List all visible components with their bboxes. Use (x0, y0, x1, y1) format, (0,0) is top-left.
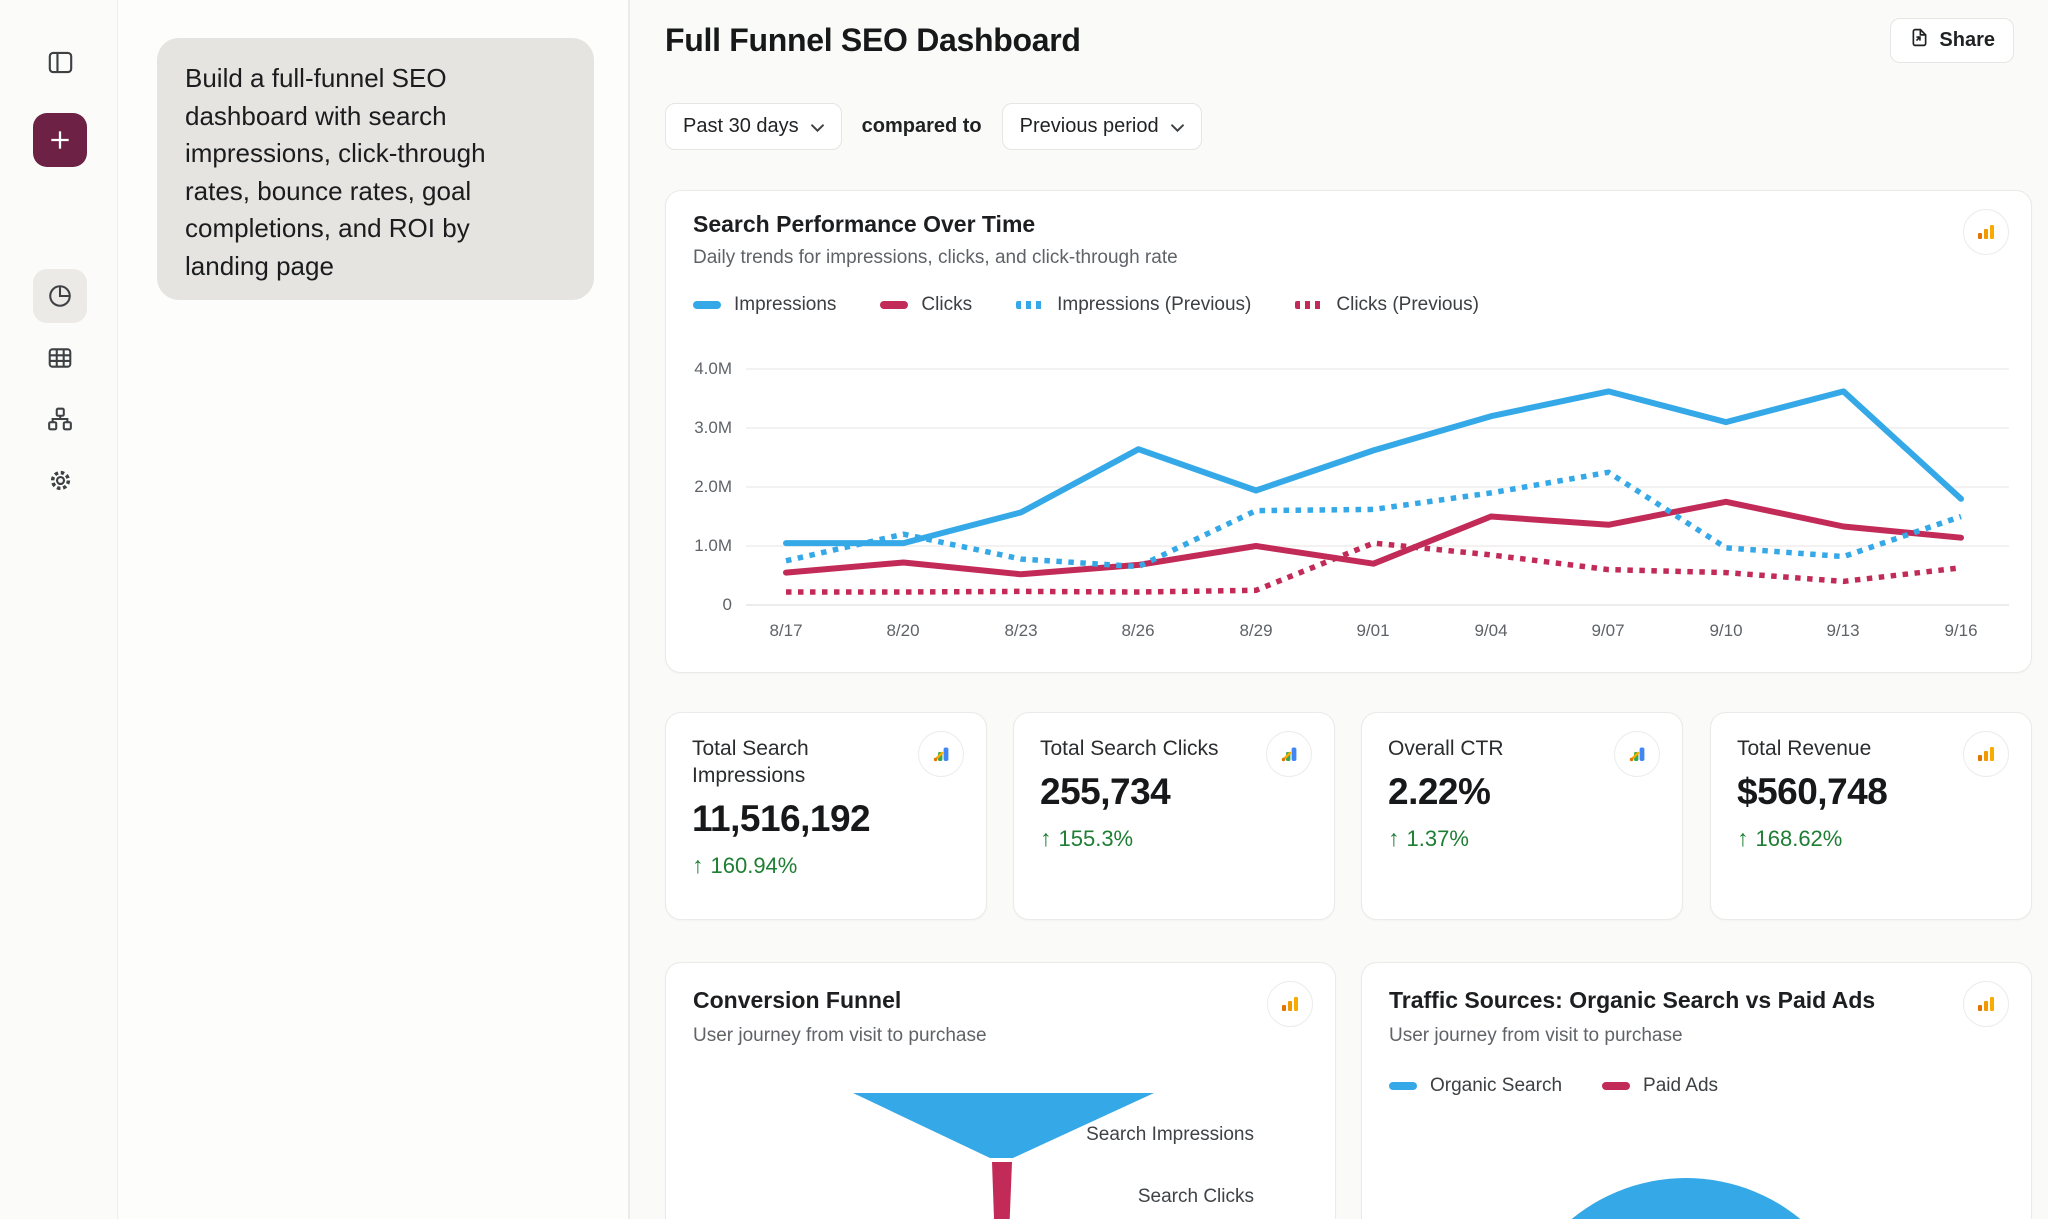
sitemap-nav-icon[interactable] (33, 392, 87, 446)
icon-rail (0, 0, 118, 1219)
x-tick: 9/10 (1709, 621, 1743, 640)
funnel-subtitle: User journey from visit to purchase (693, 1025, 987, 1046)
funnel-chart (853, 1093, 1154, 1219)
kpi-card-total-search-impressions: Total Search Impressions 11,516,192 ↑ 160… (665, 712, 987, 920)
x-tick: 8/23 (1004, 621, 1038, 640)
y-tick: 4.0M (694, 359, 732, 378)
kpi-title: Overall CTR (1388, 737, 1504, 760)
traffic-legend: Organic Search Paid Ads (1389, 1075, 1718, 1097)
kpi-value: 2.22% (1388, 771, 1491, 812)
up-arrow-icon: ↑ (1040, 825, 1052, 851)
kpi-delta: ↑ 1.37% (1388, 825, 1469, 851)
orange-bars-chart-icon (1963, 981, 2009, 1027)
compare-range-dropdown[interactable]: Previous period (1001, 103, 1202, 150)
user-prompt-bubble: Build a full-funnel SEO dashboard with s… (157, 38, 594, 300)
legend-paid-ads[interactable]: Paid Ads (1602, 1075, 1718, 1097)
legend-organic-search[interactable]: Organic Search (1389, 1075, 1562, 1097)
kpi-value: 11,516,192 (692, 798, 871, 839)
new-item-button[interactable] (33, 113, 87, 167)
x-tick: 9/13 (1826, 621, 1860, 640)
share-button[interactable]: Share (1890, 18, 2014, 63)
clicks-previous-swatch (1295, 301, 1324, 309)
legend-clicks[interactable]: Clicks (880, 294, 972, 316)
page-title: Full Funnel SEO Dashboard (665, 22, 1081, 58)
kpi-value: 255,734 (1040, 771, 1171, 812)
settings-gear-icon[interactable] (33, 453, 87, 507)
kpi-card-total-search-clicks: Total Search Clicks 255,734 ↑ 155.3% (1013, 712, 1335, 920)
kpi-card-total-revenue: Total Revenue $560,748 ↑ 168.62% (1710, 712, 2032, 920)
date-range-dropdown[interactable]: Past 30 days (665, 103, 842, 150)
chevron-down-icon (810, 115, 824, 138)
kpi-card-overall-ctr: Overall CTR 2.22% ↑ 1.37% (1361, 712, 1683, 920)
chart-legend: Impressions Clicks Impressions (Previous… (693, 294, 1479, 316)
x-tick: 8/17 (769, 621, 803, 640)
orange-bars-chart-icon (1963, 731, 2009, 777)
filter-bar: Past 30 days compared to Previous period (665, 103, 1202, 150)
x-tick: 9/01 (1356, 621, 1390, 640)
user-prompt-text: Build a full-funnel SEO dashboard with s… (185, 63, 486, 281)
funnel-stage-label: Search Clicks (1137, 1186, 1254, 1207)
funnel-stage-label: Search Impressions (1086, 1124, 1254, 1145)
organic-search-swatch (1389, 1082, 1417, 1090)
funnel-title: Conversion Funnel (693, 987, 902, 1013)
y-tick: 1.0M (694, 536, 732, 555)
chart-title: Search Performance Over Time (693, 211, 1036, 237)
traffic-title: Traffic Sources: Organic Search vs Paid … (1389, 987, 1876, 1013)
impressions-previous-swatch (1016, 301, 1045, 309)
x-tick: 9/04 (1474, 621, 1508, 640)
traffic-subtitle: User journey from visit to purchase (1389, 1025, 1683, 1046)
charts-nav-icon[interactable] (33, 269, 87, 323)
x-tick: 8/20 (886, 621, 920, 640)
paid-ads-swatch (1602, 1082, 1631, 1090)
orange-bars-chart-icon (1267, 981, 1313, 1027)
line-chart-plot (746, 368, 2009, 606)
panel-toggle-icon[interactable] (33, 35, 87, 89)
impressions-swatch (693, 301, 721, 309)
x-tick: 9/16 (1944, 621, 1978, 640)
kpi-delta: ↑ 160.94% (692, 852, 798, 878)
traffic-pie-chart (1571, 1178, 1801, 1219)
kpi-delta: ↑ 155.3% (1040, 825, 1134, 851)
legend-clicks-previous[interactable]: Clicks (Previous) (1295, 294, 1479, 316)
x-tick: 8/26 (1121, 621, 1155, 640)
conversion-funnel-card: Conversion Funnel User journey from visi… (665, 962, 1336, 1219)
kpi-delta: ↑ 168.62% (1737, 825, 1843, 851)
x-tick: 9/07 (1591, 621, 1625, 640)
up-arrow-icon: ↑ (1388, 825, 1400, 851)
dashboard-main: Full Funnel SEO Dashboard Share Past 30 … (630, 0, 2048, 1219)
chart-subtitle: Daily trends for impressions, clicks, an… (693, 247, 1178, 268)
up-arrow-icon: ↑ (692, 852, 704, 878)
y-tick: 2.0M (694, 477, 732, 496)
share-icon (1909, 27, 1930, 54)
traffic-sources-card: Traffic Sources: Organic Search vs Paid … (1361, 962, 2032, 1219)
multicolor-chart-icon (1266, 731, 1312, 777)
multicolor-chart-icon (1614, 731, 1660, 777)
y-tick: 3.0M (694, 418, 732, 437)
legend-impressions-previous[interactable]: Impressions (Previous) (1016, 294, 1251, 316)
kpi-title: Total Revenue (1737, 737, 1872, 760)
kpi-value: $560,748 (1737, 771, 1888, 812)
kpi-title: Total Search Impressions (692, 737, 809, 787)
chart-type-icon (1963, 209, 2009, 255)
up-arrow-icon: ↑ (1737, 825, 1749, 851)
chevron-down-icon (1170, 115, 1184, 138)
search-performance-card: Search Performance Over Time Daily trend… (665, 190, 2032, 673)
multicolor-chart-icon (918, 731, 964, 777)
x-tick: 8/29 (1239, 621, 1273, 640)
clicks-swatch (880, 301, 909, 309)
compare-label: compared to (861, 115, 982, 137)
legend-impressions[interactable]: Impressions (693, 294, 836, 316)
prompt-panel: Build a full-funnel SEO dashboard with s… (118, 0, 630, 1219)
y-tick: 0 (722, 595, 732, 614)
kpi-title: Total Search Clicks (1040, 737, 1219, 760)
table-nav-icon[interactable] (33, 331, 87, 385)
